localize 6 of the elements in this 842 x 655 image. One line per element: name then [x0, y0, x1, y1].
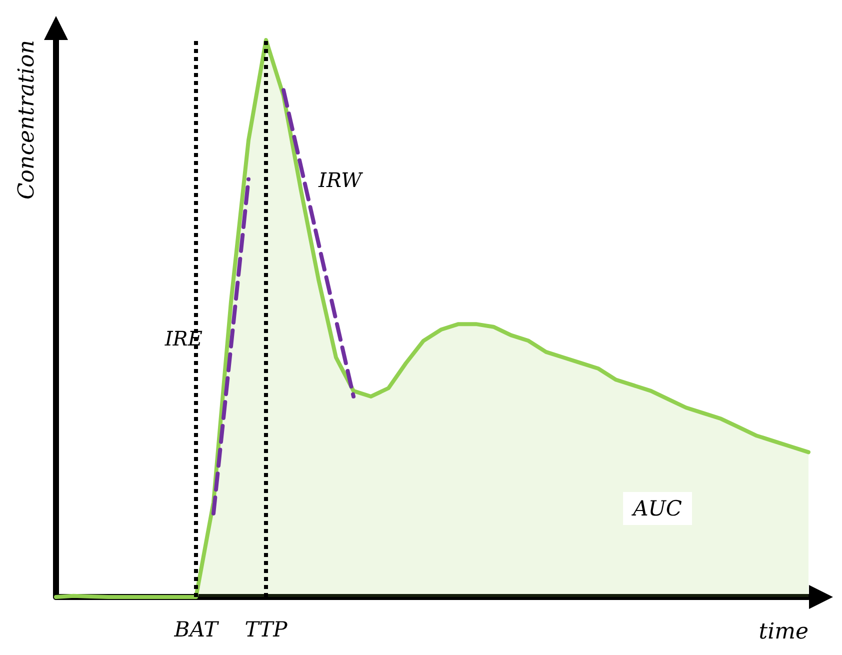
- y-axis-title: Concentration: [14, 40, 40, 200]
- x-tick-label: TTP: [244, 618, 288, 642]
- annotation: AUC: [631, 496, 682, 520]
- series-label: IRW: [318, 168, 364, 192]
- x-axis-title: time: [758, 620, 808, 644]
- x-tick-label: BAT: [173, 618, 220, 642]
